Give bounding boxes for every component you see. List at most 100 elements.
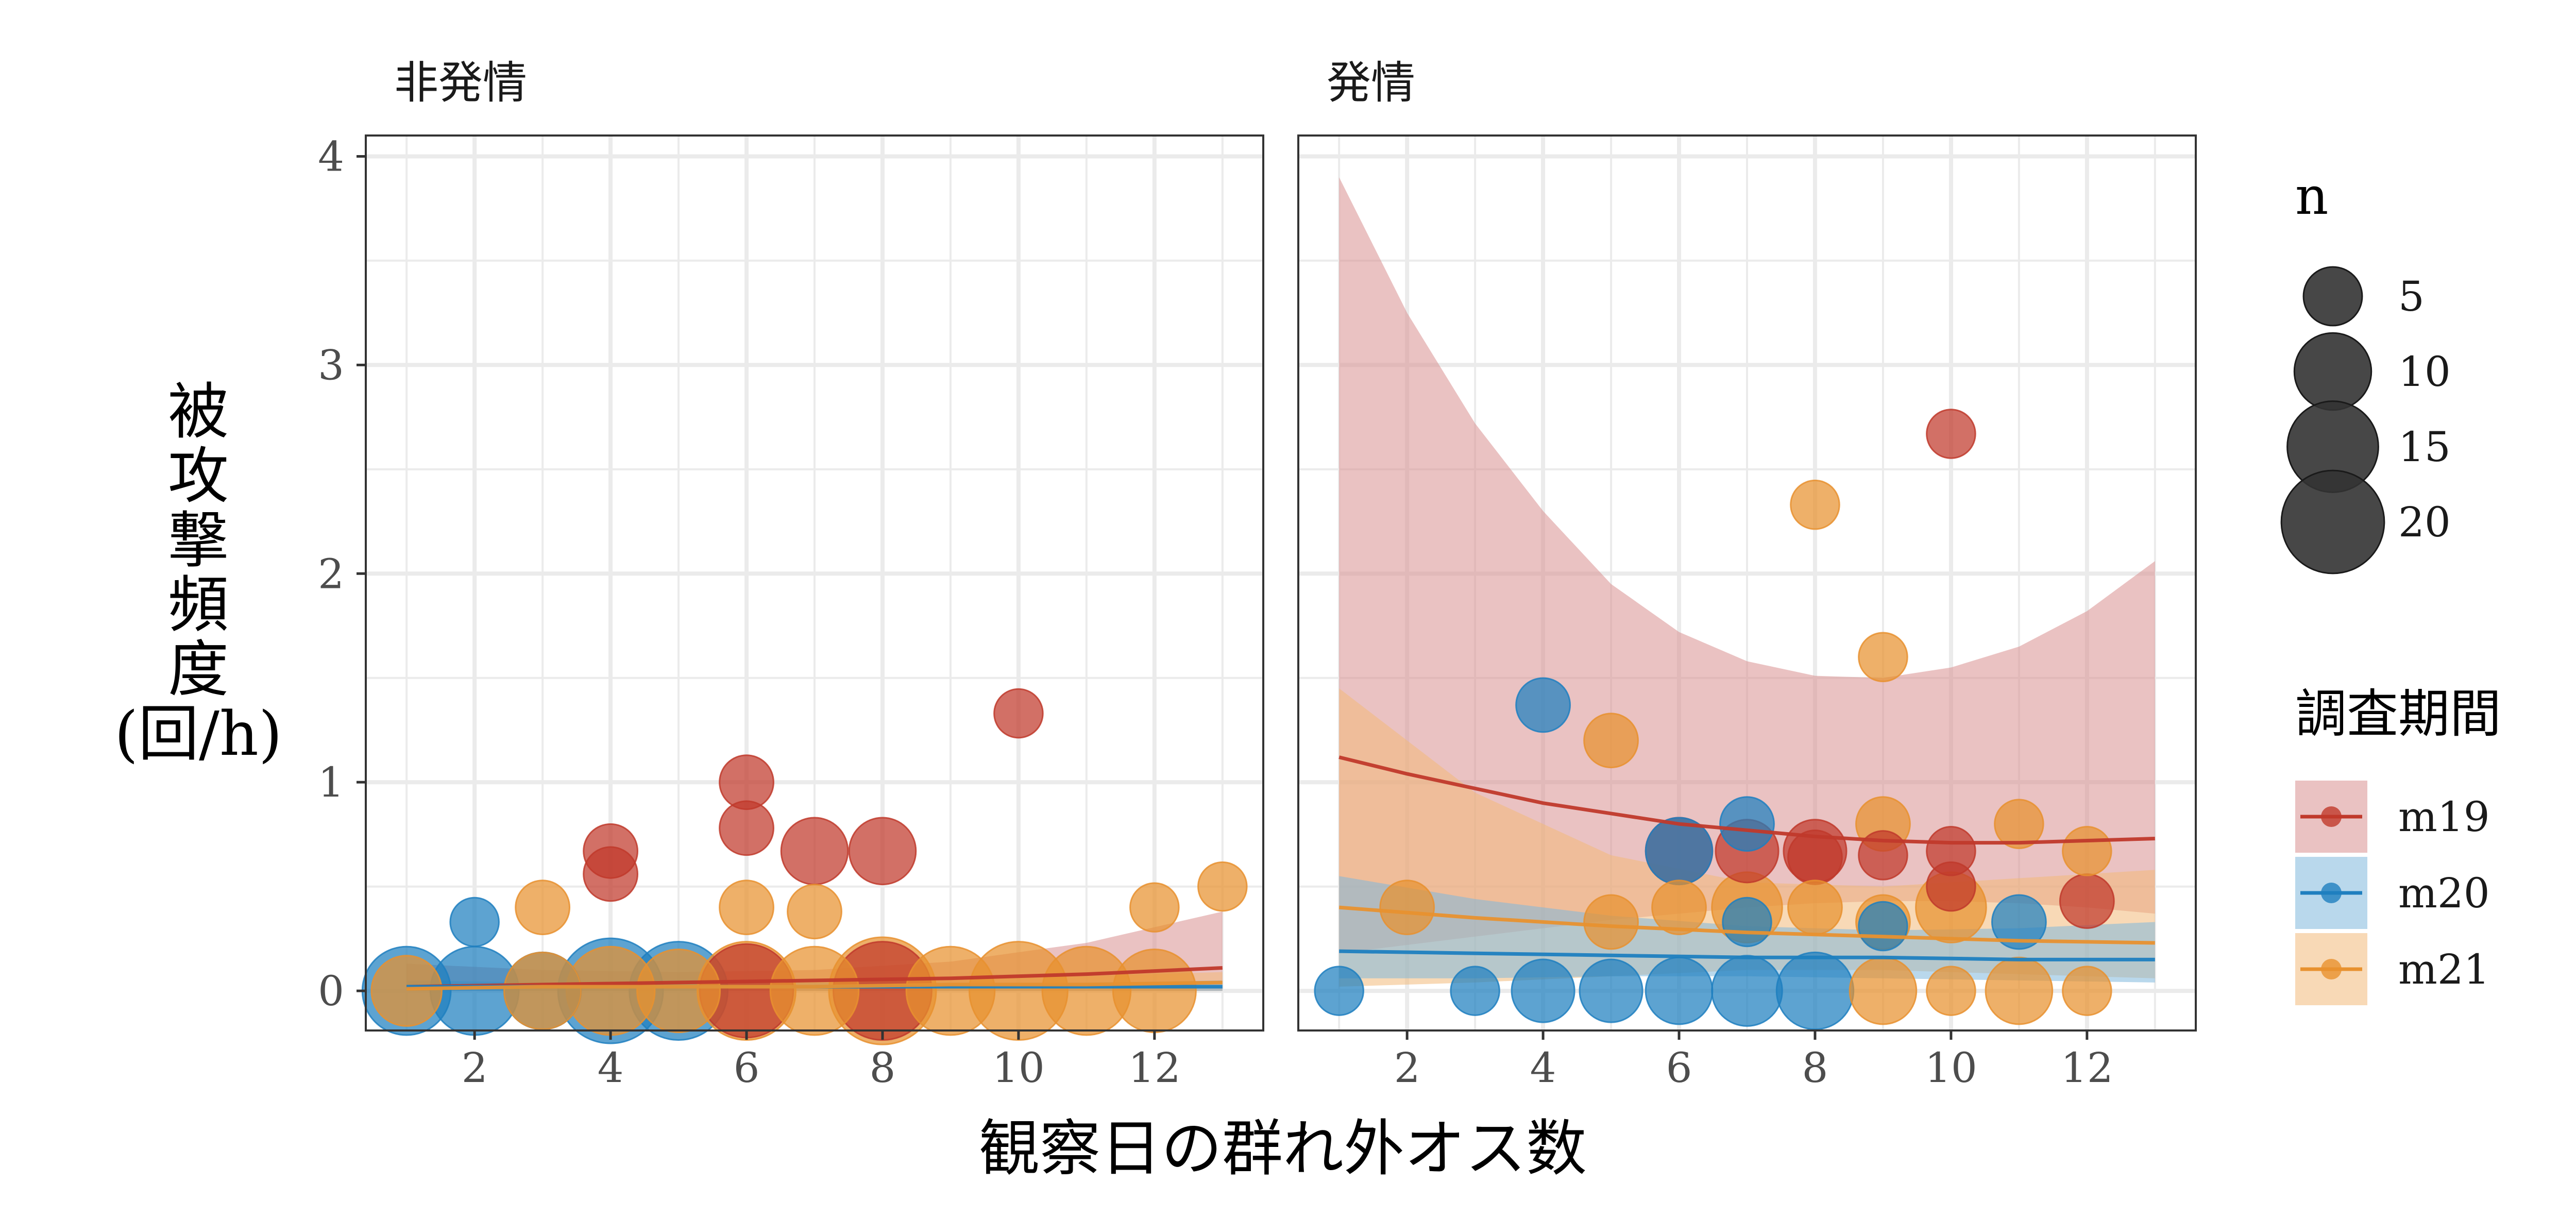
color-legend-title: 調査期間 — [2295, 684, 2501, 744]
size-legend-dot — [2280, 469, 2385, 574]
data-point-m21 — [1197, 861, 1248, 912]
y-axis-title-line: (回/h) — [114, 698, 282, 769]
x-tick-label: 6 — [1666, 1044, 1692, 1092]
panel-border — [365, 134, 1264, 1032]
data-point-m20 — [1722, 897, 1772, 948]
color-legend-label: m20 — [2398, 869, 2490, 917]
x-tick-label: 10 — [1925, 1044, 1977, 1092]
x-tick-label: 8 — [1802, 1044, 1828, 1092]
color-legend-dot — [2321, 959, 2342, 979]
size-legend-dot — [2302, 266, 2363, 327]
y-tick-label: 2 — [318, 550, 344, 598]
size-legend-label: 20 — [2398, 498, 2451, 546]
data-point-m21 — [787, 884, 842, 940]
data-point-m21 — [370, 955, 443, 1027]
data-point-m21 — [1651, 880, 1707, 936]
y-axis-title-line: 撃 — [168, 505, 229, 576]
data-point-m21 — [769, 945, 860, 1036]
data-point-m19 — [780, 817, 849, 886]
data-point-m19 — [848, 817, 917, 886]
legend: n 5 10 15 20 調査期間 m19 m20 m21 — [2280, 166, 2501, 1005]
size-legend-label: 10 — [2398, 348, 2451, 396]
data-point-m20 — [1991, 894, 2047, 950]
y-tick-label: 3 — [318, 341, 344, 389]
x-tick-label: 4 — [1530, 1044, 1556, 1092]
panel-1: 非発情 — [361, 57, 1264, 1045]
data-point-m21 — [1787, 880, 1843, 936]
color-legend-keys: m19 m20 m21 — [2295, 781, 2490, 1005]
data-point-m21 — [1985, 956, 2054, 1025]
panel-border — [1297, 134, 2197, 1032]
confidence-band-m19 — [1339, 177, 2155, 954]
chart-panels: 非発情 発情 — [361, 57, 2197, 1045]
data-point-m20 — [1450, 966, 1500, 1016]
data-point-m20 — [1775, 951, 1855, 1030]
data-point-m21 — [905, 945, 996, 1036]
data-point-m20 — [1314, 966, 1364, 1016]
y-tick-label: 0 — [318, 967, 344, 1015]
facet-strip-label: 非発情 — [394, 57, 527, 109]
color-legend-dot — [2321, 806, 2342, 827]
data-point-m21 — [1583, 713, 1639, 769]
data-point-m19 — [719, 800, 774, 856]
data-point-m19 — [583, 846, 638, 902]
size-legend-title: n — [2295, 166, 2328, 226]
data-point-m21 — [1112, 949, 1197, 1034]
x-axis-title: 観察日の群れ外オス数 — [979, 1113, 1587, 1184]
facet-strip-label: 発情 — [1327, 57, 1415, 109]
y-tick-label: 1 — [318, 758, 344, 806]
panel-2: 発情 — [1297, 57, 2197, 1032]
data-point-m19 — [1926, 409, 1976, 459]
y-tick-label: 4 — [318, 132, 344, 180]
y-axis-title-line: 頻 — [168, 569, 229, 640]
data-point-m20 — [1511, 958, 1575, 1023]
x-tick-label: 10 — [992, 1044, 1045, 1092]
color-legend-label: m19 — [2398, 793, 2490, 841]
fit-line-m21 — [1338, 905, 2155, 945]
size-legend-label: 15 — [2398, 423, 2451, 471]
data-point-m21 — [636, 949, 721, 1034]
fit-line-m21 — [406, 981, 1223, 991]
x-tick-label: 12 — [1128, 1044, 1181, 1092]
data-point-m21 — [2062, 966, 2112, 1016]
data-point-m21 — [1858, 632, 1908, 682]
fit-line-m19 — [406, 966, 1223, 989]
data-point-m20 — [449, 897, 500, 948]
x-tick-label: 8 — [870, 1044, 896, 1092]
data-point-m21 — [515, 880, 571, 936]
y-axis-title-line: 攻 — [168, 441, 229, 512]
color-legend-label: m21 — [2398, 945, 2490, 993]
x-tick-label: 6 — [734, 1044, 760, 1092]
y-axis-title-line: 度 — [168, 634, 229, 705]
color-legend-dot — [2321, 883, 2342, 903]
x-tick-label: 2 — [1394, 1044, 1420, 1092]
x-tick-label: 2 — [462, 1044, 488, 1092]
data-point-m21 — [1129, 882, 1180, 933]
data-point-m19 — [1858, 830, 1908, 881]
x-tick-label: 4 — [598, 1044, 624, 1092]
data-point-m20 — [1579, 958, 1643, 1023]
data-point-m20 — [1858, 901, 1908, 952]
data-point-m20 — [1645, 956, 1714, 1025]
x-tick-label: 12 — [2061, 1044, 2113, 1092]
data-point-m21 — [1379, 880, 1435, 936]
data-point-m20 — [1711, 955, 1783, 1027]
data-point-m20 — [1515, 677, 1571, 733]
fit-line-m19 — [1338, 755, 2155, 845]
data-point-m21 — [503, 951, 582, 1030]
size-legend-keys: 5 10 15 20 — [2280, 266, 2451, 574]
data-point-m19 — [2059, 873, 2115, 929]
data-point-m21 — [1790, 479, 1840, 530]
data-point-m21 — [2062, 826, 2112, 876]
data-point-m21 — [719, 880, 774, 936]
y-axis-title-line: 被 — [168, 376, 229, 447]
size-legend-dot — [2293, 332, 2372, 411]
data-point-m21 — [1994, 799, 2044, 849]
data-point-m21 — [1583, 894, 1639, 950]
size-legend-label: 5 — [2398, 273, 2425, 320]
data-point-m21 — [1926, 966, 1976, 1016]
data-point-m20 — [1719, 796, 1775, 852]
